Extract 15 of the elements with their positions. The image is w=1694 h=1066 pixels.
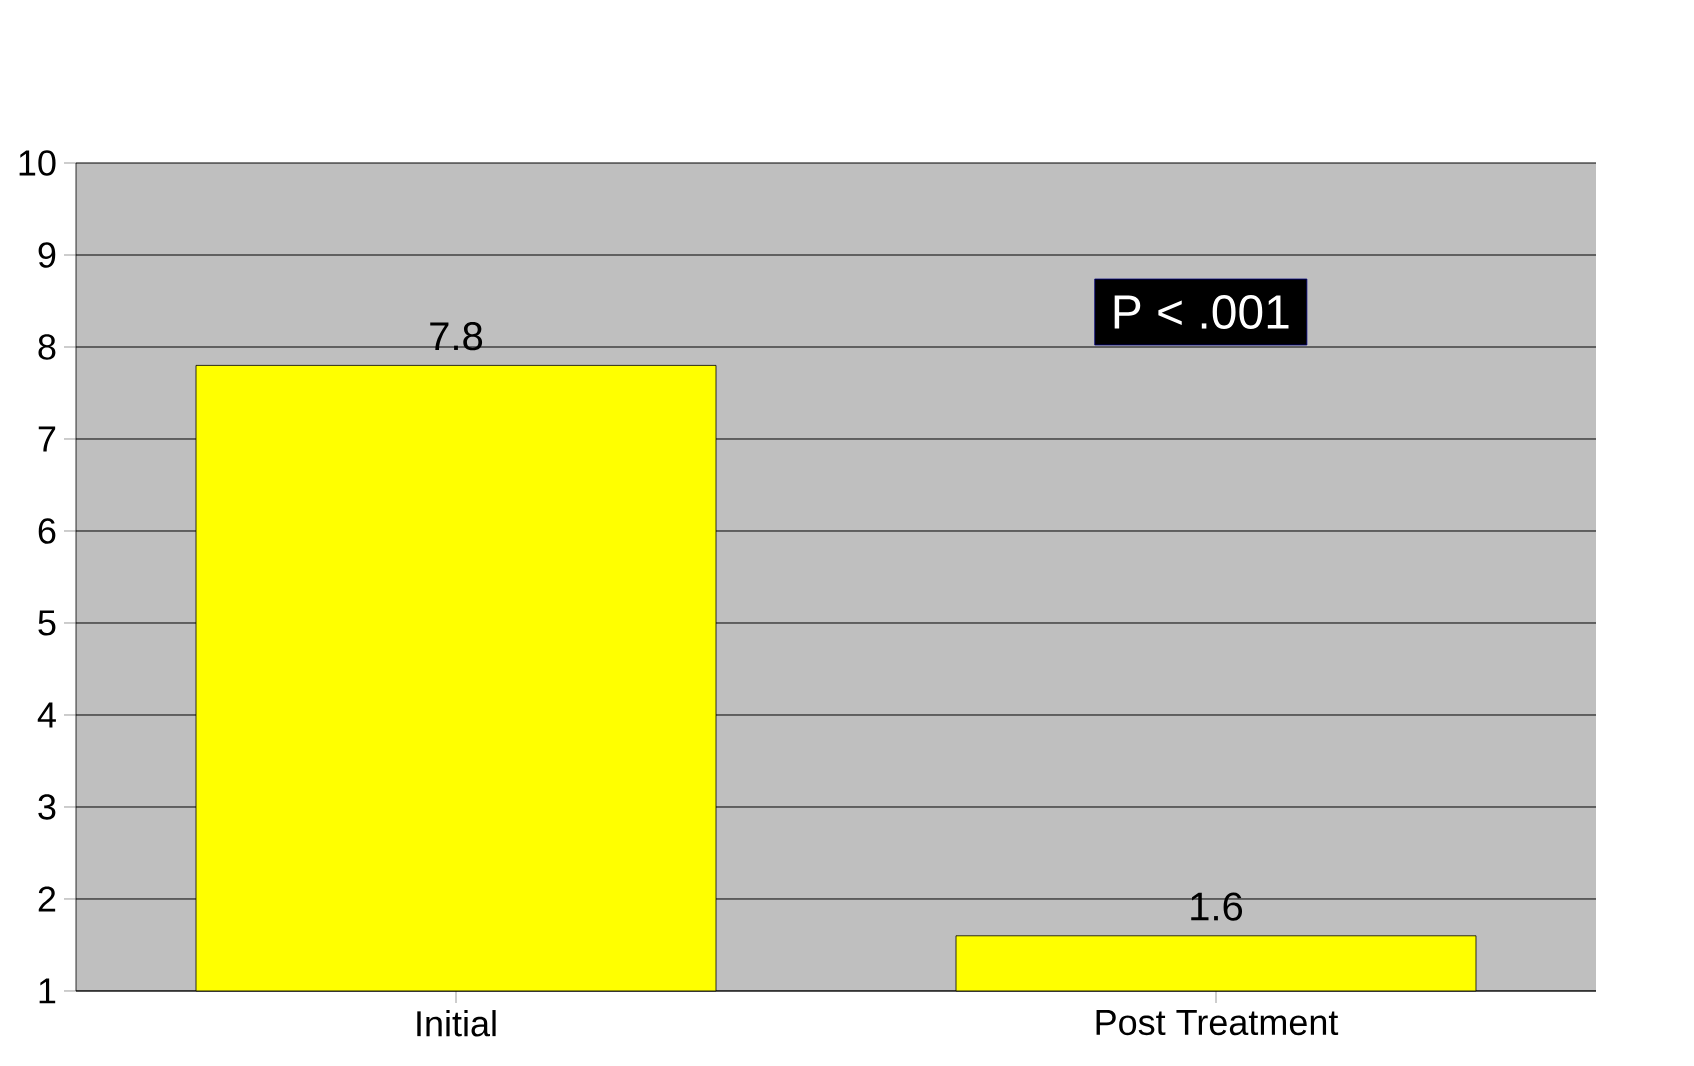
y-tick-label: 10 bbox=[19, 150, 56, 176]
x-tick-label: Post Treatment bbox=[1096, 1010, 1339, 1036]
data-label: 7.8 bbox=[430, 322, 483, 351]
y-tick-label: 8 bbox=[38, 334, 56, 360]
y-tick-label: 5 bbox=[38, 610, 56, 636]
y-tick-label: 3 bbox=[38, 794, 56, 820]
y-tick-label: 4 bbox=[37, 702, 56, 728]
x-tick-label: Initial bbox=[417, 1010, 496, 1037]
y-tick-label: 7 bbox=[38, 426, 56, 452]
y-tick-label: 2 bbox=[38, 886, 56, 912]
data-label: 1.6 bbox=[1191, 892, 1243, 921]
annotation: P < .001 bbox=[1114, 295, 1289, 330]
y-tick-label: 1 bbox=[39, 978, 56, 1004]
y-tick-label: 9 bbox=[38, 242, 56, 268]
y-tick-label: 6 bbox=[38, 518, 56, 544]
